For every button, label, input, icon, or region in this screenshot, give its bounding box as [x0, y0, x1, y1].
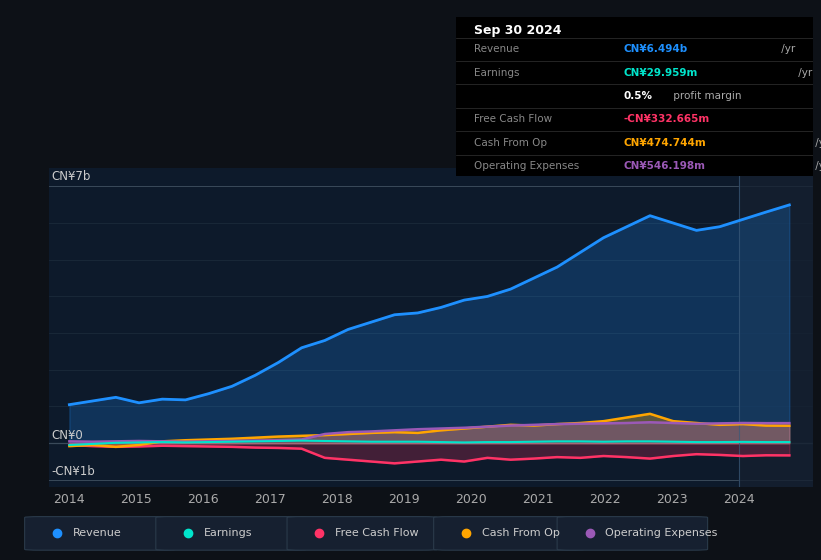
Text: CN¥7b: CN¥7b	[52, 170, 91, 183]
FancyBboxPatch shape	[557, 516, 708, 550]
Text: Earnings: Earnings	[204, 529, 252, 538]
Text: Sep 30 2024: Sep 30 2024	[474, 24, 561, 37]
Text: Cash From Op: Cash From Op	[474, 138, 547, 148]
Text: Cash From Op: Cash From Op	[481, 529, 559, 538]
Text: -CN¥1b: -CN¥1b	[52, 465, 95, 478]
Text: CN¥546.198m: CN¥546.198m	[623, 161, 705, 171]
Text: /yr: /yr	[812, 161, 821, 171]
Text: Earnings: Earnings	[474, 68, 519, 78]
FancyBboxPatch shape	[433, 516, 585, 550]
Text: /yr: /yr	[812, 138, 821, 148]
Text: Free Cash Flow: Free Cash Flow	[335, 529, 419, 538]
FancyBboxPatch shape	[287, 516, 438, 550]
Text: /yr: /yr	[795, 68, 812, 78]
Text: CN¥6.494b: CN¥6.494b	[623, 44, 688, 54]
Text: CN¥0: CN¥0	[52, 428, 83, 442]
Text: profit margin: profit margin	[670, 91, 741, 101]
Text: Free Cash Flow: Free Cash Flow	[474, 114, 552, 124]
FancyBboxPatch shape	[25, 516, 175, 550]
Text: CN¥29.959m: CN¥29.959m	[623, 68, 698, 78]
Bar	[739, 168, 813, 487]
Text: 0.5%: 0.5%	[623, 91, 653, 101]
Text: Operating Expenses: Operating Expenses	[474, 161, 579, 171]
Text: CN¥474.744m: CN¥474.744m	[623, 138, 706, 148]
FancyBboxPatch shape	[156, 516, 306, 550]
Text: /yr: /yr	[777, 44, 795, 54]
Text: Operating Expenses: Operating Expenses	[605, 529, 718, 538]
Text: -CN¥332.665m: -CN¥332.665m	[623, 114, 710, 124]
Text: Revenue: Revenue	[474, 44, 519, 54]
Text: Revenue: Revenue	[72, 529, 122, 538]
